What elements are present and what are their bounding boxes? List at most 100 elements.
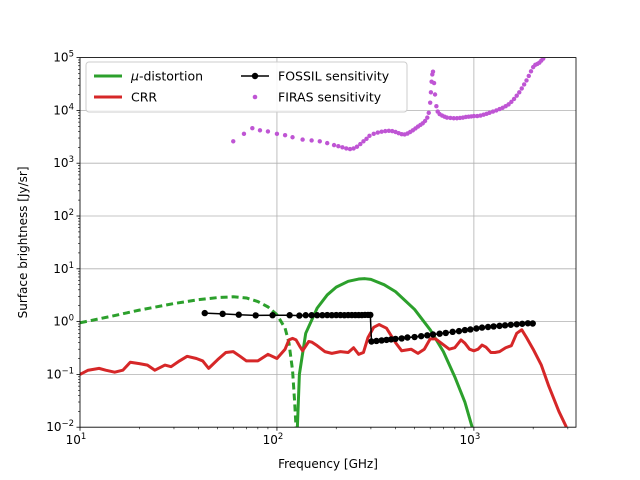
firas-sensitivity-point (241, 131, 247, 137)
y-tick-label: 100 (53, 314, 74, 329)
firas-sensitivity-point (526, 73, 531, 79)
fossil-sensitivity-point (490, 323, 497, 330)
firas-sensitivity-point (517, 90, 522, 95)
fossil-sensitivity-point (404, 334, 411, 341)
firas-sensitivity-point (358, 141, 363, 147)
fossil-sensitivity-point (501, 322, 509, 329)
firas-sensitivity-point (444, 115, 450, 120)
firas-sensitivity-point (282, 132, 288, 138)
fossil-sensitivity-point (442, 329, 449, 337)
firas-sensitivity-point (371, 131, 376, 137)
firas-sensitivity-point (425, 115, 430, 120)
fossil-sensitivity-point (496, 322, 503, 330)
firas-sensitivity-point (487, 110, 492, 116)
firas-sensitivity-point (344, 146, 349, 151)
legend-marker-firas (252, 94, 258, 100)
x-tick-label: 102 (263, 432, 284, 447)
x-tick-label: 101 (66, 432, 87, 447)
firas-sensitivity-point (367, 133, 372, 139)
fossil-sensitivity-point (449, 328, 456, 336)
firas-sensitivity-point (451, 116, 456, 121)
firas-sensitivity-point (448, 115, 453, 121)
legend-label-mu: μ-distortion (130, 69, 203, 84)
fossil-sensitivity-point (296, 312, 303, 319)
firas-sensitivity-point (317, 139, 322, 144)
firas-sensitivity-point (434, 104, 439, 109)
firas-sensitivity-point (521, 82, 527, 87)
fossil-sensitivity-point (302, 312, 309, 319)
firas-sensitivity-point (351, 146, 356, 151)
fossil-sensitivity-point (461, 326, 469, 334)
firas-sensitivity-point (331, 142, 337, 148)
fossil-sensitivity-point (378, 337, 385, 344)
y-tick-label: 102 (53, 208, 74, 223)
fossil-sensitivity-point (313, 312, 321, 319)
fossil-sensitivity-point (398, 335, 405, 342)
firas-sensitivity-point (422, 118, 428, 124)
firas-sensitivity-point (361, 139, 366, 144)
firas-sensitivity-point (347, 146, 353, 152)
fossil-sensitivity-point (455, 327, 463, 335)
y-tick-label: 10−2 (46, 419, 74, 434)
firas-sensitivity-point (336, 143, 341, 149)
fossil-sensitivity-step (369, 314, 373, 342)
fossil-sensitivity-point (519, 320, 526, 327)
fossil-sensitivity-point (467, 326, 474, 333)
firas-sensitivity-point (431, 80, 437, 86)
fossil-sensitivity-point (524, 320, 532, 327)
firas-sensitivity-point (430, 69, 436, 74)
firas-sensitivity-point (490, 109, 496, 114)
firas-sensitivity-point (290, 135, 295, 140)
fossil-sensitivity-point (319, 312, 326, 319)
firas-sensitivity-point (364, 136, 369, 141)
firas-sensitivity-point (354, 144, 360, 149)
fossil-sensitivity-point (436, 330, 443, 337)
y-axis-label: Surface brightness [Jy/sr] (16, 166, 30, 318)
legend-frame (85, 61, 408, 113)
y-tick-label: 101 (53, 261, 74, 276)
x-axis-label: Frequency [GHz] (278, 457, 378, 471)
fossil-sensitivity-point (324, 311, 331, 319)
y-tick-label: 10−1 (46, 366, 74, 381)
firas-sensitivity-point (231, 139, 236, 144)
firas-sensitivity-point (511, 96, 517, 102)
firas-sensitivity-point (340, 145, 345, 150)
fossil-sensitivity-point (429, 331, 437, 338)
mu-distortion-positive-line (295, 277, 474, 428)
fossil-sensitivity-point (252, 312, 259, 319)
fossil-sensitivity-point (473, 325, 480, 332)
legend-label-fossil: FOSSIL sensitivity (278, 69, 390, 84)
firas-sensitivity-point (325, 140, 330, 146)
firas-sensitivity-point (509, 99, 514, 105)
firas-sensitivity-point (427, 100, 433, 105)
fossil-sensitivity-point (235, 311, 242, 318)
firas-sensitivity-point (428, 90, 434, 95)
fossil-sensitivity-point (308, 312, 315, 319)
fossil-sensitivity-point (411, 333, 418, 341)
fossil-sensitivity-point (383, 336, 390, 344)
fossil-sensitivity-point (269, 312, 276, 319)
firas-sensitivity-point (426, 110, 431, 116)
y-tick-label: 103 (53, 155, 74, 170)
firas-sensitivity-point (383, 128, 388, 134)
fossil-sensitivity-point (424, 332, 431, 339)
firas-sensitivity-point (257, 128, 263, 133)
y-tick-label: 104 (53, 102, 74, 117)
firas-sensitivity-point (265, 129, 271, 134)
x-tick-label: 103 (460, 432, 481, 447)
fossil-sensitivity-point (219, 310, 226, 318)
firas-sensitivity-point (432, 92, 438, 97)
legend-label-firas: FIRAS sensitivity (278, 90, 382, 105)
fossil-sensitivity-point (417, 332, 425, 340)
mu-distortion-negative-line (80, 295, 298, 428)
fossil-sensitivity-point (529, 320, 536, 327)
fossil-sensitivity-point (201, 309, 208, 317)
firas-sensitivity-point (300, 137, 305, 142)
firas-sensitivity-point (528, 69, 534, 74)
legend-marker-fossil (251, 72, 259, 80)
legend-label-crr: CRR (131, 90, 157, 105)
firas-sensitivity-point (524, 78, 529, 83)
fossil-sensitivity-point (484, 323, 492, 331)
firas-sensitivity-point (274, 131, 280, 137)
